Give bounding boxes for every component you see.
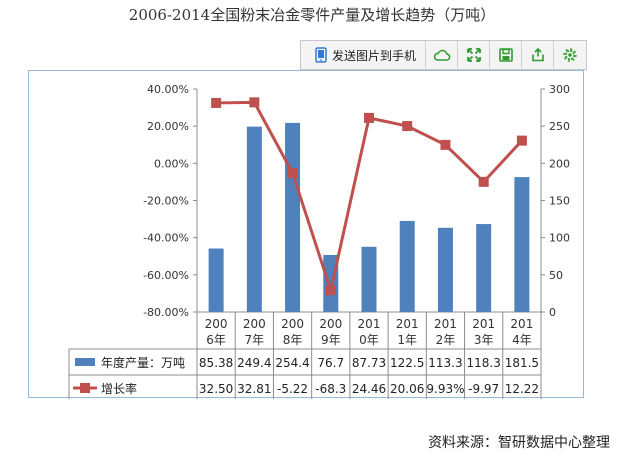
bar xyxy=(208,248,224,312)
right-tick-label: 250 xyxy=(549,120,570,133)
category-label-top: 201 xyxy=(510,317,533,331)
growth-value-label: 20.06 xyxy=(390,382,424,396)
growth-value-label: 24.46 xyxy=(352,382,386,396)
legend-bar-key xyxy=(75,358,95,366)
left-tick-label: 20.00% xyxy=(147,120,189,133)
growth-value-label: 32.81 xyxy=(237,382,271,396)
bar-value-label: 113.3 xyxy=(428,356,462,370)
growth-point xyxy=(440,139,451,150)
category-label-top: 201 xyxy=(472,317,495,331)
growth-point xyxy=(364,112,374,123)
source-note: 资料来源：智研数据中心整理 xyxy=(428,435,610,451)
fullscreen-icon xyxy=(466,48,481,62)
category-label-top: 200 xyxy=(319,317,342,331)
growth-point xyxy=(211,97,222,108)
bar-value-label: 118.3 xyxy=(466,356,500,370)
fullscreen-button[interactable] xyxy=(458,41,490,69)
category-label-top: 200 xyxy=(281,317,304,331)
category-label-top: 201 xyxy=(358,317,381,331)
category-label-bottom: 9年 xyxy=(321,333,341,347)
growth-value-label: 9.93% xyxy=(426,382,464,396)
send-to-phone-label: 发送图片到手机 xyxy=(331,48,416,63)
right-tick-label: 150 xyxy=(549,195,570,208)
left-tick-label: -20.00% xyxy=(143,195,189,208)
category-label-bottom: 4年 xyxy=(512,333,532,347)
bar-value-label: 122.5 xyxy=(390,356,424,370)
bar xyxy=(246,126,262,312)
bar-value-label: 85.38 xyxy=(199,356,233,370)
legend-line-label: 增长率 xyxy=(101,381,137,396)
category-label-bottom: 0年 xyxy=(359,333,379,347)
image-toolbar: 发送图片到手机 xyxy=(300,40,587,70)
growth-point xyxy=(287,168,298,179)
legend-bar-label: 年度产量：万吨 xyxy=(101,355,185,370)
category-label-top: 201 xyxy=(434,317,457,331)
right-tick-label: 300 xyxy=(549,83,570,96)
growth-point xyxy=(516,135,527,146)
save-icon xyxy=(498,48,513,62)
right-tick-label: 50 xyxy=(549,269,563,282)
bar-value-label: 87.73 xyxy=(352,356,386,370)
growth-value-label: 12.22 xyxy=(505,382,539,396)
category-label-bottom: 2年 xyxy=(436,333,456,347)
bar-value-label: 249.4 xyxy=(237,356,271,370)
bar xyxy=(437,227,453,312)
cloud-button[interactable] xyxy=(426,41,458,69)
save-button[interactable] xyxy=(490,41,522,69)
category-label-top: 200 xyxy=(243,317,266,331)
growth-value-label: -9.97 xyxy=(468,382,499,396)
chart: 40.00% 20.00% 0.00% -20.00% -40.00% -60.00% -8… xyxy=(68,83,570,399)
growth-point xyxy=(249,97,260,108)
phone-icon xyxy=(315,47,327,63)
growth-point xyxy=(478,176,489,187)
settings-icon xyxy=(563,48,577,62)
send-to-phone-button[interactable]: 发送图片到手机 xyxy=(301,41,426,69)
bar-value-label: 181.5 xyxy=(505,356,539,370)
category-label-bottom: 7年 xyxy=(245,333,265,347)
category-label-bottom: 1年 xyxy=(397,333,417,347)
category-label-bottom: 3年 xyxy=(474,333,494,347)
growth-point xyxy=(325,285,336,296)
settings-button[interactable] xyxy=(554,41,586,69)
left-tick-label: -60.00% xyxy=(143,269,189,282)
category-label-bottom: 8年 xyxy=(283,333,303,347)
cloud-icon xyxy=(433,49,450,61)
bar xyxy=(285,122,301,312)
chart-frame: 40.00% 20.00% 0.00% -20.00% -40.00% -60.00% -8… xyxy=(28,70,584,399)
bar-value-label: 76.7 xyxy=(317,356,344,370)
growth-value-label: 32.50 xyxy=(199,382,233,396)
growth-value-label: -5.22 xyxy=(277,382,308,396)
share-button[interactable] xyxy=(522,41,554,69)
right-tick-label: 200 xyxy=(549,157,570,170)
bar-value-label: 254.4 xyxy=(275,356,309,370)
growth-point xyxy=(402,121,413,132)
left-tick-label: 0.00% xyxy=(154,157,189,170)
chart-title: 2006-2014全国粉末冶金零件产量及增长趋势（万吨） xyxy=(128,6,496,24)
bar xyxy=(514,177,530,312)
right-tick-label: 0 xyxy=(549,306,556,319)
left-tick-label: -80.00% xyxy=(143,306,189,319)
category-label-top: 201 xyxy=(396,317,419,331)
right-tick-label: 100 xyxy=(549,232,570,245)
left-tick-label: 40.00% xyxy=(147,83,189,96)
bar xyxy=(361,246,377,312)
growth-value-label: -68.3 xyxy=(315,382,346,396)
left-tick-label: -40.00% xyxy=(143,232,189,245)
bar xyxy=(476,224,492,312)
share-icon xyxy=(531,48,544,62)
bar xyxy=(399,220,415,312)
category-label-top: 200 xyxy=(205,317,228,331)
legend-line-marker xyxy=(80,383,90,393)
category-label-bottom: 6年 xyxy=(206,333,226,347)
